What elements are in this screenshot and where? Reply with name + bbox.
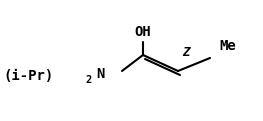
Text: Z: Z	[182, 46, 190, 60]
Text: N: N	[96, 67, 104, 81]
Text: OH: OH	[135, 25, 151, 39]
Text: 2: 2	[86, 75, 92, 85]
Text: Me: Me	[220, 39, 236, 53]
Text: (i-Pr): (i-Pr)	[3, 69, 53, 83]
